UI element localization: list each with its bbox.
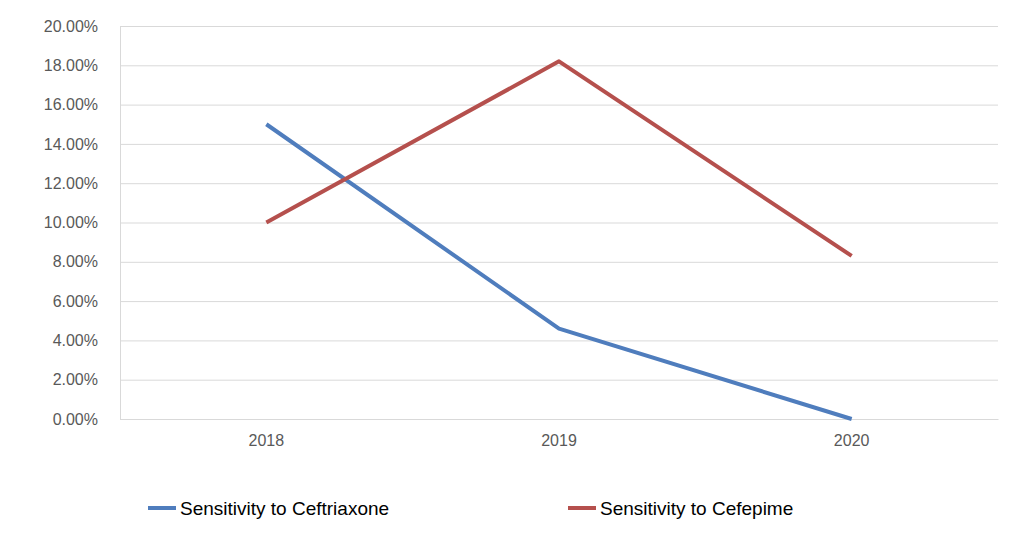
x-tick: 2020 bbox=[834, 419, 870, 449]
grid-line bbox=[120, 419, 998, 420]
y-tick-label: 20.00% bbox=[44, 18, 98, 35]
grid-line bbox=[120, 380, 998, 381]
y-tick-label: 6.00% bbox=[53, 293, 98, 310]
legend-item: Sensitivity to Ceftriaxone bbox=[148, 498, 389, 519]
grid-line bbox=[120, 144, 998, 145]
legend: Sensitivity to Ceftriaxone Sensitivity to… bbox=[148, 498, 793, 519]
x-tick-label: 2020 bbox=[834, 432, 870, 449]
plot-area bbox=[266, 61, 851, 419]
y-tick-label: 8.00% bbox=[53, 253, 98, 270]
y-tick-label: 4.00% bbox=[53, 332, 98, 349]
legend-label: Sensitivity to Ceftriaxone bbox=[180, 498, 389, 519]
y-tick: 16.00% bbox=[44, 96, 998, 113]
x-tick-label: 2018 bbox=[249, 432, 285, 449]
y-tick-label: 10.00% bbox=[44, 214, 98, 231]
grid-line bbox=[120, 105, 998, 106]
y-axis: 0.00% 2.00% 4.00% 6.00% 8.00% 10.00% 12.00% 14.… bbox=[44, 18, 998, 428]
y-tick-label: 14.00% bbox=[44, 136, 98, 153]
legend-item: Sensitivity to Cefepime bbox=[568, 498, 793, 519]
y-tick: 12.00% bbox=[44, 175, 998, 192]
grid-line bbox=[120, 262, 998, 263]
y-tick: 20.00% bbox=[44, 18, 998, 35]
legend-label: Sensitivity to Cefepime bbox=[600, 498, 793, 519]
grid-line bbox=[120, 26, 998, 27]
series-line bbox=[266, 124, 851, 419]
legend-swatch bbox=[568, 506, 596, 510]
y-tick-label: 12.00% bbox=[44, 175, 98, 192]
legend-swatch bbox=[148, 506, 176, 510]
y-tick-label: 16.00% bbox=[44, 96, 98, 113]
grid-line bbox=[120, 183, 998, 184]
grid-line bbox=[120, 65, 998, 66]
x-tick: 2019 bbox=[541, 419, 577, 449]
grid-line bbox=[120, 340, 998, 341]
y-tick: 18.00% bbox=[44, 57, 998, 74]
x-axis: 2018 2019 2020 bbox=[121, 419, 999, 449]
y-axis-line bbox=[121, 27, 999, 420]
y-tick: 4.00% bbox=[53, 332, 998, 349]
y-tick-label: 18.00% bbox=[44, 57, 98, 74]
y-tick-label: 0.00% bbox=[53, 411, 98, 428]
chart: 0.00% 2.00% 4.00% 6.00% 8.00% 10.00% 12.00% 14.… bbox=[0, 0, 1024, 540]
y-tick: 14.00% bbox=[44, 136, 998, 153]
y-tick: 10.00% bbox=[44, 214, 998, 231]
x-tick: 2018 bbox=[249, 419, 285, 449]
y-tick: 8.00% bbox=[53, 253, 998, 270]
x-axis-line bbox=[121, 419, 999, 420]
y-tick: 2.00% bbox=[53, 371, 998, 388]
grid-line bbox=[120, 223, 998, 224]
series-line bbox=[266, 61, 851, 256]
grid-line bbox=[120, 301, 998, 302]
x-tick-label: 2019 bbox=[541, 432, 577, 449]
y-tick: 0.00% bbox=[53, 411, 998, 428]
y-tick-label: 2.00% bbox=[53, 371, 98, 388]
